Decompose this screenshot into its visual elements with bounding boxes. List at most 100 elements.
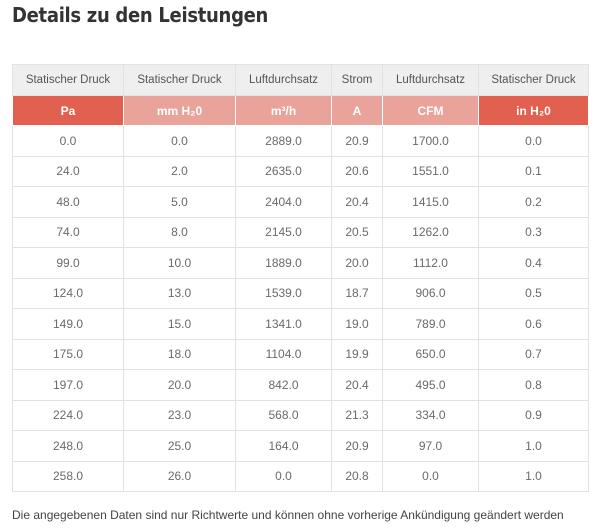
cell-in-h2o: 1.0: [478, 460, 589, 492]
cell-ampere: 20.5: [331, 216, 383, 248]
cell-cfm: 789.0: [382, 308, 479, 340]
cell-mm-h2o: 15.0: [123, 308, 236, 340]
table-row: 24.0 2.0 2635.0 20.6 1551.0 0.1: [12, 155, 589, 187]
cell-ampere: 19.9: [331, 338, 383, 370]
cell-in-h2o: 0.4: [478, 247, 589, 279]
cell-in-h2o: 0.0: [478, 125, 589, 157]
cell-m3h: 2145.0: [235, 216, 332, 248]
cell-in-h2o: 0.9: [478, 399, 589, 431]
cell-m3h: 1889.0: [235, 247, 332, 279]
performance-table: Statischer Druck Statischer Druck Luftdu…: [12, 64, 589, 492]
cell-cfm: 1551.0: [382, 155, 479, 187]
cell-ampere: 20.8: [331, 460, 383, 492]
cell-m3h: 1341.0: [235, 308, 332, 340]
cell-pa: 149.0: [12, 308, 124, 340]
table-row: 258.0 26.0 0.0 20.8 0.0 1.0: [12, 460, 589, 492]
column-label-airflow-cfm: Luftdurchsatz: [382, 64, 479, 96]
cell-mm-h2o: 20.0: [123, 369, 236, 401]
cell-mm-h2o: 25.0: [123, 430, 236, 462]
unit-m3h: m³/h: [235, 95, 332, 126]
cell-pa: 74.0: [12, 216, 124, 248]
cell-pa: 24.0: [12, 155, 124, 187]
cell-ampere: 20.4: [331, 186, 383, 218]
cell-cfm: 1700.0: [382, 125, 479, 157]
cell-cfm: 1112.0: [382, 247, 479, 279]
unit-mm-h2o: mm H₂0: [123, 95, 236, 126]
cell-in-h2o: 0.6: [478, 308, 589, 340]
cell-ampere: 20.6: [331, 155, 383, 187]
cell-ampere: 21.3: [331, 399, 383, 431]
cell-ampere: 20.0: [331, 247, 383, 279]
cell-m3h: 1539.0: [235, 277, 332, 309]
cell-ampere: 18.7: [331, 277, 383, 309]
cell-mm-h2o: 10.0: [123, 247, 236, 279]
unit-ampere: A: [331, 95, 383, 126]
cell-ampere: 20.9: [331, 430, 383, 462]
cell-pa: 99.0: [12, 247, 124, 279]
cell-pa: 258.0: [12, 460, 124, 492]
table-body: 0.0 0.0 2889.0 20.9 1700.0 0.0 24.0 2.0 2635.0 20…: [12, 125, 589, 492]
cell-pa: 0.0: [12, 125, 124, 157]
table-row: 197.0 20.0 842.0 20.4 495.0 0.8: [12, 369, 589, 401]
cell-in-h2o: 0.3: [478, 216, 589, 248]
table-row: 48.0 5.0 2404.0 20.4 1415.0 0.2: [12, 186, 589, 218]
table-row: 149.0 15.0 1341.0 19.0 789.0 0.6: [12, 308, 589, 340]
unit-header-row: Pa mm H₂0 m³/h A CFM in H₂0: [12, 95, 589, 126]
cell-mm-h2o: 2.0: [123, 155, 236, 187]
cell-m3h: 842.0: [235, 369, 332, 401]
cell-mm-h2o: 0.0: [123, 125, 236, 157]
cell-mm-h2o: 18.0: [123, 338, 236, 370]
cell-cfm: 906.0: [382, 277, 479, 309]
cell-m3h: 2635.0: [235, 155, 332, 187]
cell-in-h2o: 0.1: [478, 155, 589, 187]
cell-mm-h2o: 13.0: [123, 277, 236, 309]
unit-cfm: CFM: [382, 95, 479, 126]
table-row: 0.0 0.0 2889.0 20.9 1700.0 0.0: [12, 125, 589, 157]
cell-in-h2o: 0.7: [478, 338, 589, 370]
cell-ampere: 20.4: [331, 369, 383, 401]
disclaimer-note: Die angegebenen Daten sind nur Richtwert…: [12, 508, 564, 522]
cell-pa: 197.0: [12, 369, 124, 401]
column-label-static-pressure-pa: Statischer Druck: [12, 64, 124, 96]
unit-in-h2o: in H₂0: [478, 95, 589, 126]
page-title: Details zu den Leistungen: [12, 3, 269, 27]
cell-pa: 175.0: [12, 338, 124, 370]
cell-mm-h2o: 23.0: [123, 399, 236, 431]
cell-mm-h2o: 26.0: [123, 460, 236, 492]
table-row: 74.0 8.0 2145.0 20.5 1262.0 0.3: [12, 216, 589, 248]
cell-m3h: 1104.0: [235, 338, 332, 370]
cell-ampere: 19.0: [331, 308, 383, 340]
cell-in-h2o: 0.5: [478, 277, 589, 309]
column-label-static-pressure-mm: Statischer Druck: [123, 64, 236, 96]
cell-m3h: 568.0: [235, 399, 332, 431]
column-label-row: Statischer Druck Statischer Druck Luftdu…: [12, 64, 589, 96]
table-row: 99.0 10.0 1889.0 20.0 1112.0 0.4: [12, 247, 589, 279]
cell-mm-h2o: 8.0: [123, 216, 236, 248]
cell-pa: 224.0: [12, 399, 124, 431]
cell-m3h: 2889.0: [235, 125, 332, 157]
cell-cfm: 97.0: [382, 430, 479, 462]
cell-cfm: 0.0: [382, 460, 479, 492]
cell-cfm: 1262.0: [382, 216, 479, 248]
table-row: 224.0 23.0 568.0 21.3 334.0 0.9: [12, 399, 589, 431]
table-row: 124.0 13.0 1539.0 18.7 906.0 0.5: [12, 277, 589, 309]
cell-m3h: 0.0: [235, 460, 332, 492]
cell-cfm: 650.0: [382, 338, 479, 370]
unit-pa: Pa: [12, 95, 124, 126]
cell-in-h2o: 0.2: [478, 186, 589, 218]
column-label-airflow-m3h: Luftdurchsatz: [235, 64, 332, 96]
table-row: 175.0 18.0 1104.0 19.9 650.0 0.7: [12, 338, 589, 370]
cell-cfm: 495.0: [382, 369, 479, 401]
column-label-current: Strom: [331, 64, 383, 96]
cell-cfm: 334.0: [382, 399, 479, 431]
cell-pa: 248.0: [12, 430, 124, 462]
cell-cfm: 1415.0: [382, 186, 479, 218]
cell-m3h: 2404.0: [235, 186, 332, 218]
cell-m3h: 164.0: [235, 430, 332, 462]
table-row: 248.0 25.0 164.0 20.9 97.0 1.0: [12, 430, 589, 462]
cell-pa: 124.0: [12, 277, 124, 309]
column-label-static-pressure-inh2o: Statischer Druck: [478, 64, 589, 96]
cell-in-h2o: 1.0: [478, 430, 589, 462]
cell-pa: 48.0: [12, 186, 124, 218]
cell-mm-h2o: 5.0: [123, 186, 236, 218]
